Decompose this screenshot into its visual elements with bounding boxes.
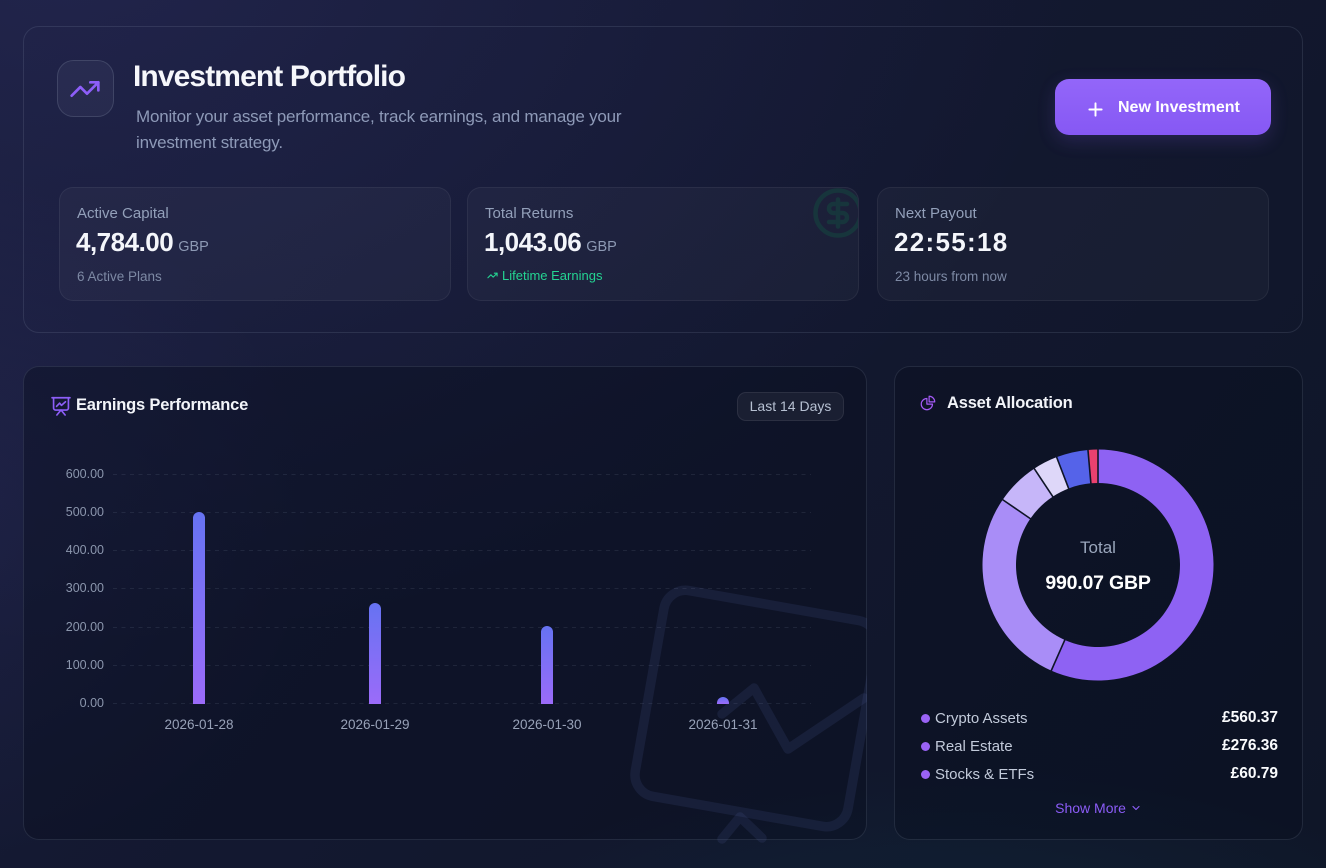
- svg-text:200.00: 200.00: [66, 620, 104, 634]
- svg-text:2026-01-29: 2026-01-29: [340, 717, 409, 732]
- svg-text:300.00: 300.00: [66, 581, 104, 595]
- svg-text:600.00: 600.00: [66, 467, 104, 481]
- svg-text:500.00: 500.00: [66, 505, 104, 519]
- svg-text:400.00: 400.00: [66, 543, 104, 557]
- svg-text:100.00: 100.00: [66, 658, 104, 672]
- svg-text:2026-01-28: 2026-01-28: [164, 717, 233, 732]
- svg-text:2026-01-30: 2026-01-30: [512, 717, 581, 732]
- svg-text:0.00: 0.00: [80, 696, 104, 710]
- svg-text:2026-01-31: 2026-01-31: [688, 717, 757, 732]
